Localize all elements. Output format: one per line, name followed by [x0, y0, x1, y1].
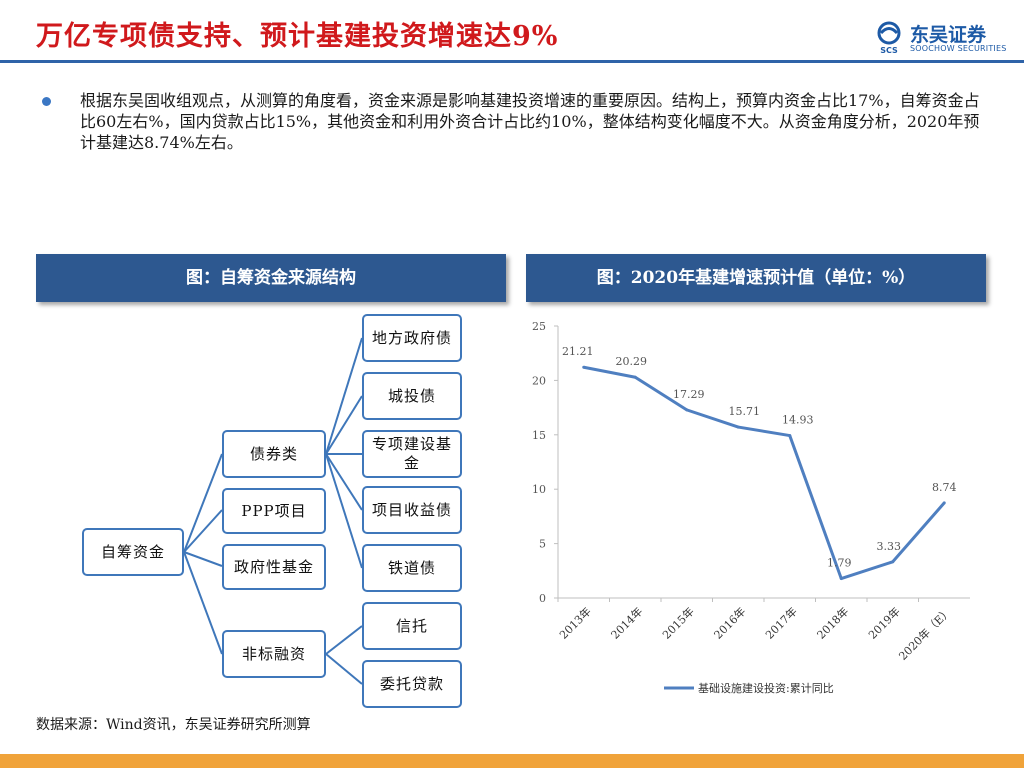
- funding-structure-diagram: 自筹资金 债券类 PPP项目 政府性基金 非标融资 地方政府债 城投债 专项建设…: [36, 304, 506, 714]
- left-panel-title: 图：自筹资金来源结构: [36, 254, 506, 302]
- header-divider: [0, 60, 1024, 63]
- y-tick-label: 15: [532, 429, 546, 442]
- node-chengtou-bond: 城投债: [362, 372, 462, 420]
- node-trust: 信托: [362, 602, 462, 650]
- x-tick-label: 2019年: [865, 604, 902, 641]
- data-label: 21.21: [562, 345, 594, 358]
- data-label: 3.33: [877, 540, 902, 553]
- data-label: 15.71: [729, 405, 761, 418]
- bullet-icon: [42, 97, 51, 106]
- bullet-paragraph: 根据东吴固收组观点，从测算的角度看，资金来源是影响基建投资增速的重要原因。结构上…: [80, 91, 980, 152]
- logo-mark-icon: SCS: [877, 21, 901, 54]
- y-tick-label: 0: [539, 592, 546, 605]
- logo-mark-text: SCS: [880, 46, 898, 54]
- node-project-bond: 项目收益债: [362, 486, 462, 534]
- diagram-connectors: [183, 337, 363, 685]
- node-ppp: PPP项目: [222, 488, 326, 534]
- data-label: 1.79: [827, 557, 852, 570]
- logo-text-cn: 东吴证券: [910, 24, 987, 46]
- data-label: 17.29: [673, 388, 705, 401]
- series-line: [583, 365, 946, 581]
- data-point: [685, 408, 689, 412]
- node-root: 自筹资金: [82, 528, 184, 576]
- data-label: 20.29: [616, 355, 648, 368]
- growth-line-chart: 0 5 10 15 20 25 2013年 2014年 2015年 2016年 2017年 2018年…: [526, 304, 996, 714]
- node-special-fund: 专项建设基金: [362, 430, 462, 478]
- x-tick-label: 2020年（E）: [896, 604, 955, 663]
- x-tick-label: 2015年: [659, 604, 696, 641]
- y-tick-label: 10: [532, 483, 546, 496]
- x-tick-label: 2014年: [608, 604, 645, 641]
- data-point: [942, 501, 946, 505]
- node-bonds: 债券类: [222, 430, 326, 478]
- data-point: [891, 560, 895, 564]
- x-tick-label: 2017年: [762, 604, 799, 641]
- data-source-note: 数据来源：Wind资讯，东吴证券研究所测算: [36, 717, 311, 733]
- logo-text-en: SOOCHOW SECURITIES: [910, 44, 1007, 53]
- x-tick-label: 2018年: [814, 604, 851, 641]
- y-tick-label: 20: [532, 374, 546, 387]
- y-tick-label: 5: [539, 538, 546, 551]
- data-point: [582, 365, 586, 369]
- y-tick-label: 25: [532, 320, 546, 333]
- node-railway-bond: 铁道债: [362, 544, 462, 592]
- x-tick-label: 2013年: [556, 604, 593, 641]
- legend-label: 基础设施建设投资:累计同比: [698, 681, 834, 695]
- footer-bar: [0, 754, 1024, 768]
- data-point: [736, 425, 740, 429]
- data-label: 8.74: [932, 481, 957, 494]
- x-tick-label: 2016年: [711, 604, 748, 641]
- page-title: 万亿专项债支持、预计基建投资增速达9%: [36, 21, 559, 52]
- data-point: [839, 577, 843, 581]
- data-point: [788, 434, 792, 438]
- data-label: 14.93: [782, 414, 814, 427]
- node-nonstandard: 非标融资: [222, 630, 326, 678]
- chart-svg: 0 5 10 15 20 25 2013年 2014年 2015年 2016年 2017年 2018年…: [532, 320, 970, 695]
- data-point: [633, 375, 637, 379]
- node-gov-fund: 政府性基金: [222, 544, 326, 590]
- company-logo: SCS 东吴证券 SOOCHOW SECURITIES: [872, 20, 1012, 56]
- right-panel-title: 图：2020年基建增速预计值（单位：%）: [526, 254, 986, 302]
- node-local-gov-bond: 地方政府债: [362, 314, 462, 362]
- node-entrusted-loan: 委托贷款: [362, 660, 462, 708]
